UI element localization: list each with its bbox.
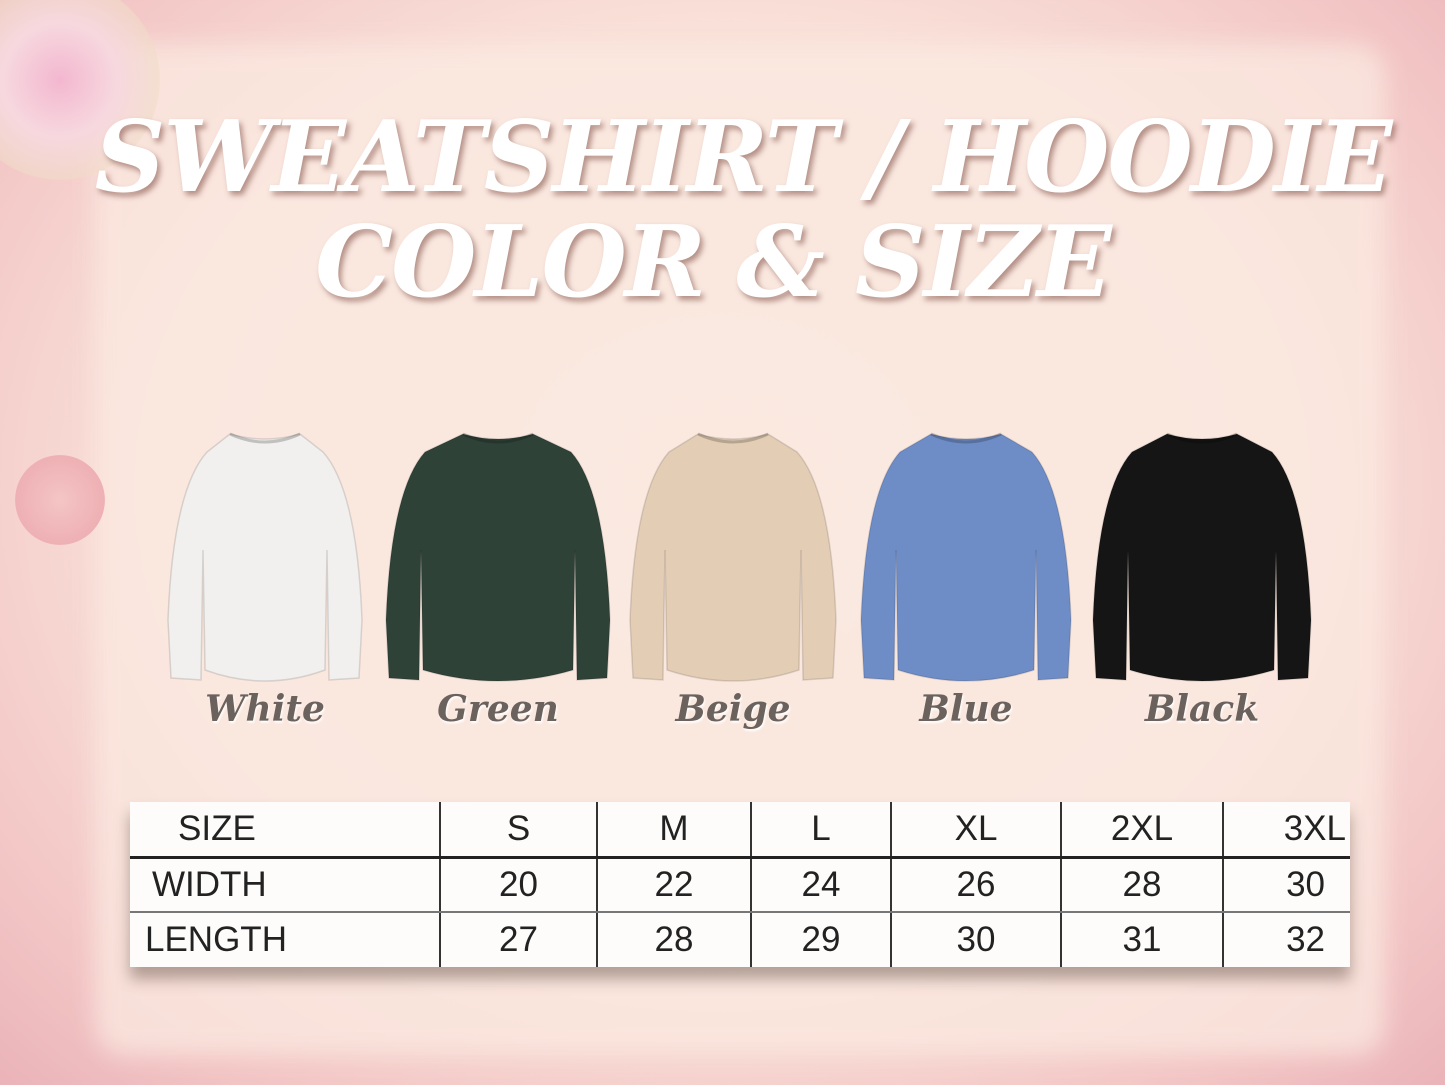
- title-line-1: SWEATSHIRT / HOODIE: [94, 100, 1393, 215]
- table-cell: 32: [1222, 912, 1350, 967]
- color-label-blue: Blue: [919, 688, 1013, 730]
- table-cell: 30: [1222, 857, 1350, 913]
- color-label-green: Green: [437, 688, 559, 730]
- table-cell: 22: [596, 857, 751, 913]
- table-cell: 29: [750, 912, 891, 967]
- header-cell: 2XL: [1060, 802, 1223, 859]
- header-cell: XL: [890, 802, 1061, 859]
- table-row: WIDTH 20 22 24 26 28 30: [130, 857, 1350, 913]
- header-cell: S: [439, 802, 597, 859]
- table-cell: 31: [1060, 912, 1223, 967]
- table-cell: 28: [596, 912, 751, 967]
- color-label-black: Black: [1144, 688, 1260, 730]
- row-label: LENGTH: [145, 920, 287, 959]
- sweatshirt-blue: [858, 430, 1074, 692]
- header-cell: 3XL: [1222, 802, 1350, 859]
- sweatshirt-white: [165, 430, 365, 692]
- table-cell: 24: [750, 857, 891, 913]
- table-cell: 30: [890, 912, 1061, 967]
- title-line-2: COLOR & SIZE: [315, 205, 1112, 320]
- sweatshirt-beige: [627, 430, 839, 692]
- header-cell: L: [750, 802, 891, 859]
- table-cell: 27: [439, 912, 597, 967]
- table-cell: 28: [1060, 857, 1223, 913]
- button-decoration: [15, 455, 105, 545]
- size-chart-table: SIZE S M L XL 2XL 3XL WIDTH 20 22 24 26 …: [130, 802, 1350, 967]
- row-label: WIDTH: [130, 857, 440, 913]
- table-header-row: SIZE S M L XL 2XL 3XL: [130, 802, 1350, 859]
- color-label-beige: Beige: [675, 688, 791, 730]
- table-row: LENGTH 27 28 29 30 31 32: [130, 912, 1350, 967]
- color-label-white: White: [205, 688, 325, 730]
- table-cell: 26: [890, 857, 1061, 913]
- sweatshirt-green: [383, 430, 613, 692]
- sweatshirt-black: [1090, 430, 1314, 692]
- header-cell: SIZE: [130, 802, 440, 859]
- table-cell: 20: [439, 857, 597, 913]
- header-cell: M: [596, 802, 751, 859]
